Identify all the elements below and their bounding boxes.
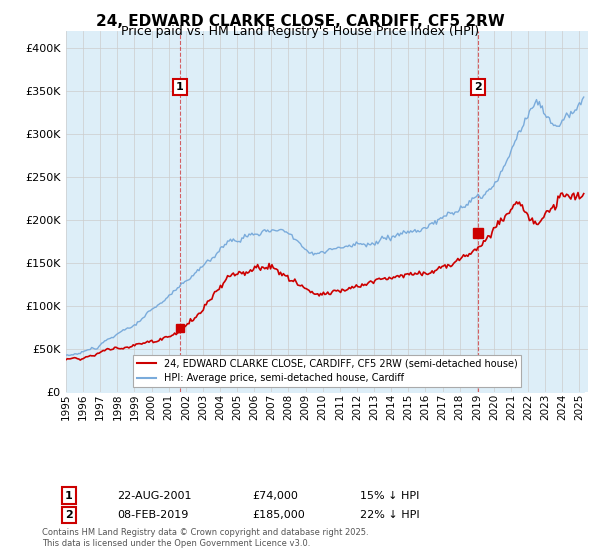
Text: 2: 2 [475, 82, 482, 92]
Text: £74,000: £74,000 [252, 491, 298, 501]
Text: 08-FEB-2019: 08-FEB-2019 [117, 510, 188, 520]
Text: 1: 1 [65, 491, 73, 501]
Text: 1: 1 [176, 82, 184, 92]
Legend: 24, EDWARD CLARKE CLOSE, CARDIFF, CF5 2RW (semi-detached house), HPI: Average pr: 24, EDWARD CLARKE CLOSE, CARDIFF, CF5 2R… [133, 354, 521, 387]
Text: Contains HM Land Registry data © Crown copyright and database right 2025.
This d: Contains HM Land Registry data © Crown c… [42, 528, 368, 548]
Text: 22% ↓ HPI: 22% ↓ HPI [360, 510, 419, 520]
Text: 2: 2 [65, 510, 73, 520]
Text: 24, EDWARD CLARKE CLOSE, CARDIFF, CF5 2RW: 24, EDWARD CLARKE CLOSE, CARDIFF, CF5 2R… [95, 14, 505, 29]
Text: £185,000: £185,000 [252, 510, 305, 520]
Text: 15% ↓ HPI: 15% ↓ HPI [360, 491, 419, 501]
Text: Price paid vs. HM Land Registry's House Price Index (HPI): Price paid vs. HM Land Registry's House … [121, 25, 479, 38]
Text: 22-AUG-2001: 22-AUG-2001 [117, 491, 191, 501]
